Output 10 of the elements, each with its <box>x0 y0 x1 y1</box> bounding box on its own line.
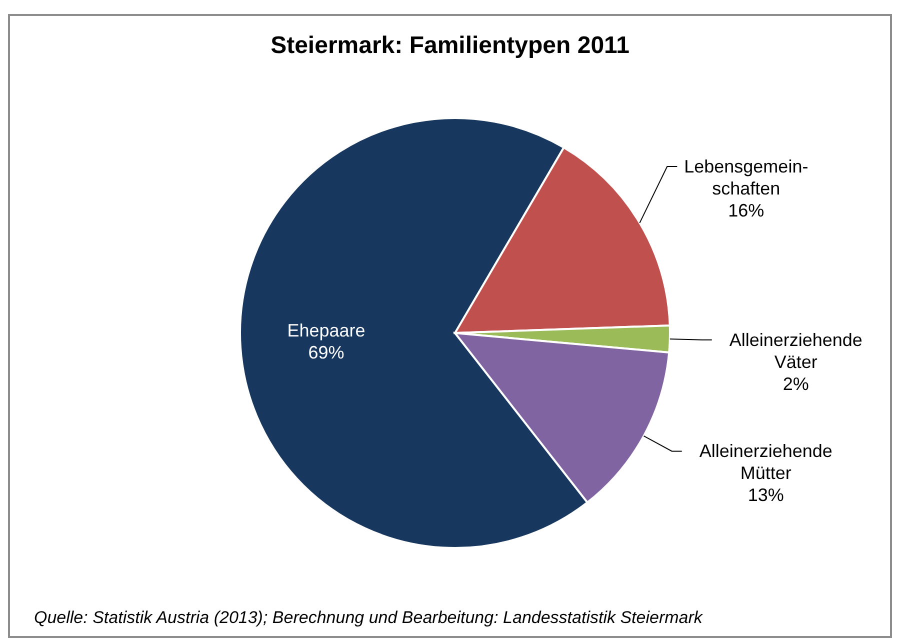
slice-label: Lebensgemein- schaften <box>684 156 808 199</box>
slice-label: Alleinerziehende Mütter <box>699 441 832 484</box>
data-label: 13% <box>748 485 784 506</box>
chart-title: Steiermark: Familientypen 2011 <box>270 32 630 61</box>
slice-label: Alleinerziehende Väter <box>729 330 862 372</box>
data-label: 69% <box>308 342 344 363</box>
source-note: Quelle: Statistik Austria (2013); Berechnung und Bearbeitung: Landesstatistik Steiermark <box>34 608 702 628</box>
data-label: 2% <box>782 374 809 394</box>
data-label: 16% <box>728 200 764 221</box>
slice-label: Ehepaare <box>287 320 366 341</box>
